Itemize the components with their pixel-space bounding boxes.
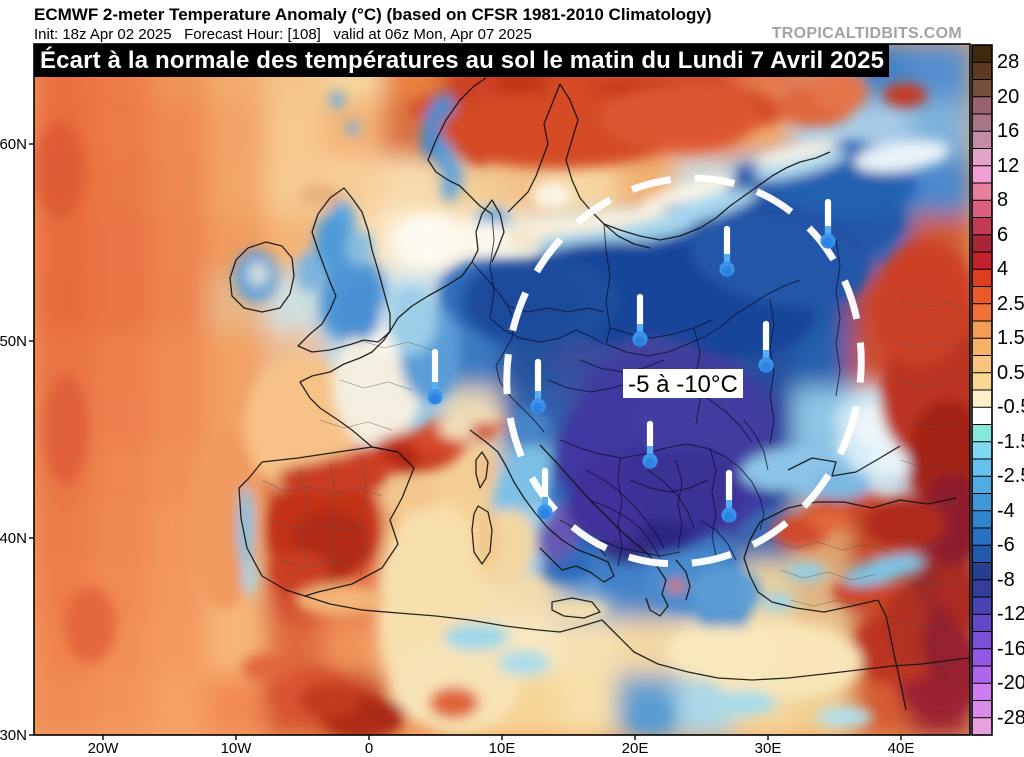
svg-text:20W: 20W (88, 740, 120, 757)
svg-text:20: 20 (997, 86, 1019, 108)
svg-text:40N: 40N (0, 530, 27, 547)
svg-text:-2.5: -2.5 (997, 465, 1024, 487)
svg-text:-6: -6 (997, 534, 1015, 556)
svg-text:60N: 60N (0, 136, 27, 153)
svg-text:2.5: 2.5 (997, 293, 1024, 315)
svg-text:1.5: 1.5 (997, 327, 1024, 349)
svg-text:50N: 50N (0, 333, 27, 350)
svg-text:-20: -20 (997, 672, 1024, 694)
svg-text:-12: -12 (997, 603, 1024, 625)
svg-text:28: 28 (997, 51, 1019, 73)
svg-text:-28: -28 (997, 707, 1024, 729)
svg-text:16: 16 (997, 120, 1019, 142)
svg-text:6: 6 (997, 224, 1008, 246)
svg-text:30E: 30E (755, 740, 782, 757)
svg-text:30N: 30N (0, 727, 27, 744)
svg-text:-8: -8 (997, 569, 1015, 591)
svg-text:12: 12 (997, 155, 1019, 177)
svg-text:20E: 20E (622, 740, 649, 757)
svg-text:0: 0 (365, 740, 373, 757)
svg-text:-1.5: -1.5 (997, 431, 1024, 453)
svg-text:8: 8 (997, 189, 1008, 211)
svg-text:10E: 10E (489, 740, 516, 757)
svg-text:4: 4 (997, 258, 1008, 280)
svg-text:-5 à -10°C: -5 à -10°C (628, 371, 738, 398)
svg-text:0.5: 0.5 (997, 362, 1024, 384)
svg-text:-4: -4 (997, 500, 1015, 522)
svg-text:10W: 10W (221, 740, 253, 757)
svg-text:-16: -16 (997, 638, 1024, 660)
svg-text:-0.5: -0.5 (997, 396, 1024, 418)
svg-text:40E: 40E (888, 740, 915, 757)
